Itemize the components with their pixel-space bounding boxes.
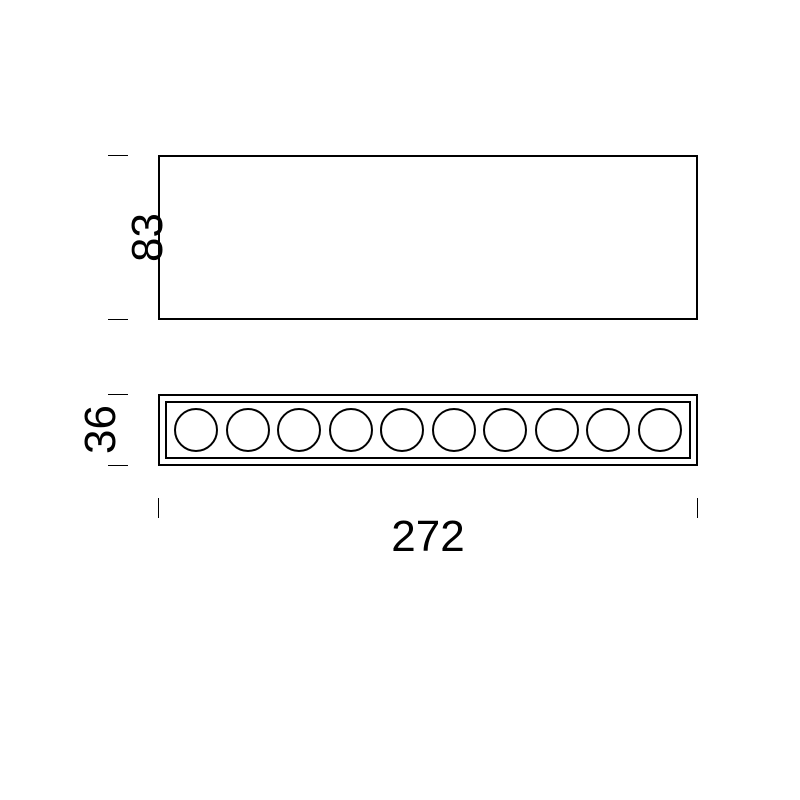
width-label-272: 272 bbox=[158, 512, 698, 562]
aperture-circle bbox=[483, 408, 527, 452]
technical-drawing: 83 36 272 bbox=[0, 0, 800, 800]
aperture-circle bbox=[329, 408, 373, 452]
side-elevation-rect bbox=[158, 155, 698, 320]
aperture-circle bbox=[174, 408, 218, 452]
aperture-circle bbox=[226, 408, 270, 452]
height-label-36: 36 bbox=[65, 394, 137, 466]
aperture-circle bbox=[638, 408, 682, 452]
height-label-83: 83 bbox=[65, 155, 230, 320]
bottom-elevation-inner bbox=[165, 401, 691, 459]
aperture-circle bbox=[586, 408, 630, 452]
aperture-circle bbox=[432, 408, 476, 452]
aperture-circle bbox=[277, 408, 321, 452]
aperture-circle bbox=[380, 408, 424, 452]
aperture-circle bbox=[535, 408, 579, 452]
